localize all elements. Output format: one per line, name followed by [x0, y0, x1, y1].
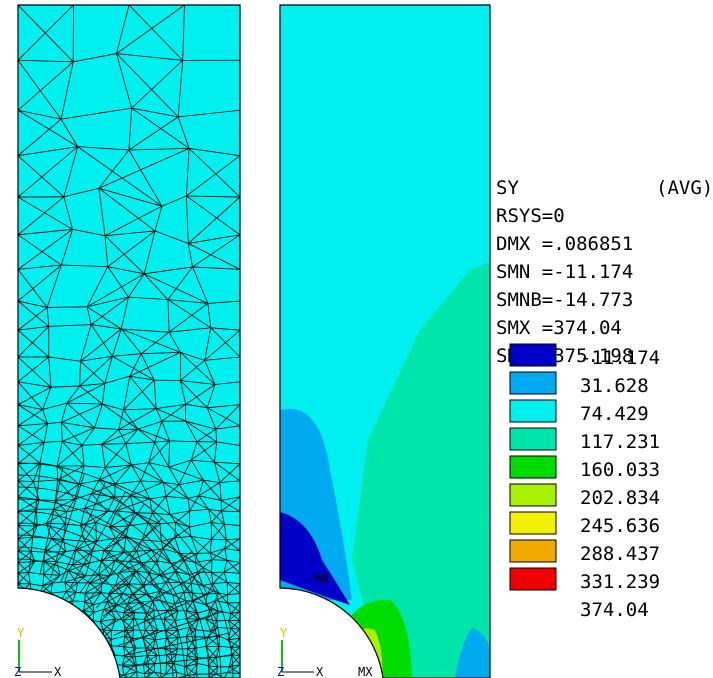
legend-level-label: 288.437 [580, 543, 660, 565]
legend-level-label: 117.231 [580, 431, 660, 453]
max-marker: MX [358, 665, 373, 678]
triad-x-label: X [54, 665, 62, 678]
legend-dmx: DMX =.086851 [496, 233, 633, 255]
legend-avg: (AVG) [656, 177, 713, 199]
legend-level-label: 202.834 [580, 487, 660, 509]
legend-smx-value: 374.04 [553, 317, 622, 339]
legend: SY (AVG) RSYS=0 DMX =.086851 SMN =-11.17… [496, 177, 713, 621]
legend-smx: SMX =374.04 [496, 317, 622, 339]
legend-levels: -11.174 31.628 74.429 117.231 160.033 202.834… [580, 347, 660, 621]
legend-level-label: 374.04 [580, 599, 649, 621]
legend-swatch [509, 343, 557, 367]
legend-swatch [509, 567, 557, 591]
legend-smx-label: SMX = [496, 317, 553, 339]
legend-dmx-label: DMX = [496, 233, 553, 255]
min-marker: MN [314, 572, 328, 586]
triad-x-label-right: X [316, 665, 324, 678]
triad-z-label: Z [14, 665, 21, 678]
triad-z-label-right: Z [277, 665, 284, 678]
contour-panel: MN MX Y X Z [277, 4, 491, 678]
mesh-panel: Y X Z [14, 4, 241, 678]
legend-level-label: 74.429 [580, 403, 649, 425]
triad-y-label: Y [17, 626, 25, 640]
legend-smn: SMN =-11.174 [496, 261, 633, 283]
legend-swatch [509, 399, 557, 423]
legend-smxb-value: 375.198 [553, 345, 633, 367]
legend-smnb-value: -14.773 [553, 289, 633, 311]
legend-level-label: -11.174 [580, 347, 660, 369]
legend-smn-label: SMN = [496, 261, 553, 283]
legend-swatch [509, 539, 557, 563]
legend-smnb: SMNB=-14.773 [496, 289, 633, 311]
legend-level-label: 331.239 [580, 571, 660, 593]
legend-swatch [509, 455, 557, 479]
triad-right: Y X Z [277, 626, 324, 678]
legend-swatch [509, 483, 557, 507]
legend-swatch [509, 427, 557, 451]
legend-dmx-value: .086851 [553, 233, 633, 255]
legend-smnb-label: SMNB= [496, 289, 553, 311]
legend-level-label: 160.033 [580, 459, 660, 481]
legend-title: SY [496, 177, 519, 199]
legend-level-label: 31.628 [580, 375, 649, 397]
triad-left: Y X Z [14, 626, 62, 678]
legend-level-label: 245.636 [580, 515, 660, 537]
triad-y-label-right: Y [280, 626, 288, 640]
legend-swatch [509, 371, 557, 395]
legend-rsys: RSYS=0 [496, 205, 565, 227]
legend-swatches [509, 343, 557, 591]
legend-swatch [509, 511, 557, 535]
legend-smn-value: -11.174 [553, 261, 633, 283]
